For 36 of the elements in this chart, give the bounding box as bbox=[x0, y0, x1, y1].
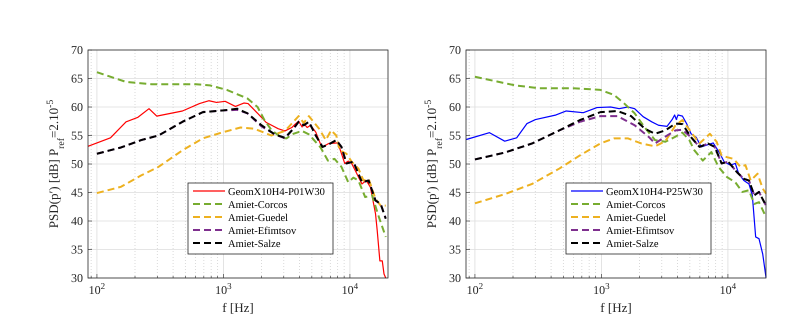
y-tick-label: 70 bbox=[71, 43, 83, 57]
y-tick-label: 45 bbox=[71, 186, 83, 200]
y-tick-label: 45 bbox=[449, 186, 461, 200]
legend-label: Amiet-Guedel bbox=[606, 213, 666, 224]
y-tick-label: 50 bbox=[71, 157, 83, 171]
x-tick-label: 10$^{3}$ bbox=[593, 281, 610, 297]
y-tick-label: 30 bbox=[71, 271, 83, 285]
y-tick-label: 70 bbox=[449, 43, 461, 57]
legend-label: Amiet-Corcos bbox=[228, 200, 288, 211]
legend-label: Amiet-Efimtsov bbox=[606, 226, 675, 237]
x-tick-label: 10$^{4}$ bbox=[342, 281, 359, 297]
y-tick-label: 40 bbox=[71, 214, 83, 228]
y-tick-label: 50 bbox=[449, 157, 461, 171]
legend-label: Amiet-Salze bbox=[606, 239, 659, 250]
x-tick-label: 10$^{3}$ bbox=[215, 281, 232, 297]
y-tick-label: 55 bbox=[71, 128, 83, 142]
y-tick-label: 65 bbox=[449, 72, 461, 86]
x-tick-label: 10$^{4}$ bbox=[720, 281, 737, 297]
x-tick-label: 10$^{2}$ bbox=[88, 281, 106, 297]
y-tick-label: 60 bbox=[449, 100, 461, 114]
y-tick-label: 65 bbox=[71, 72, 83, 86]
x-axis-title: f [Hz] bbox=[600, 300, 632, 315]
y-tick-label: 35 bbox=[449, 242, 461, 256]
y-tick-label: 40 bbox=[449, 214, 461, 228]
x-axis-title: f [Hz] bbox=[222, 300, 254, 315]
legend-label: GeomX10H4-P01W30 bbox=[228, 187, 325, 198]
legend-label: Amiet-Corcos bbox=[606, 200, 666, 211]
legend-label: GeomX10H4-P25W30 bbox=[606, 187, 703, 198]
legend-label: Amiet-Efimtsov bbox=[228, 226, 297, 237]
legend-label: Amiet-Guedel bbox=[228, 213, 288, 224]
x-tick-label: 10$^{2}$ bbox=[466, 281, 484, 297]
legend-label: Amiet-Salze bbox=[228, 239, 281, 250]
y-tick-label: 60 bbox=[71, 100, 83, 114]
y-tick-label: 30 bbox=[449, 271, 461, 285]
y-tick-label: 55 bbox=[449, 128, 461, 142]
y-tick-label: 35 bbox=[71, 242, 83, 256]
